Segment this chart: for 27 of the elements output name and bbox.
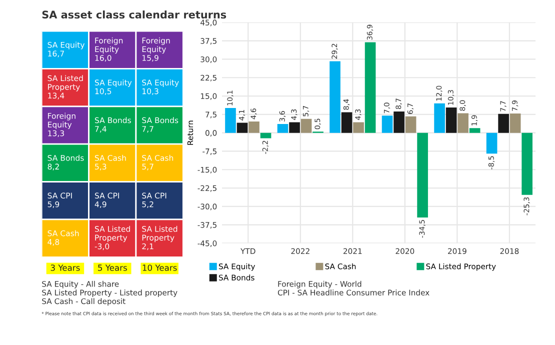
text: 5 Years (98, 264, 127, 271)
bar (434, 103, 445, 133)
bar (248, 122, 260, 133)
bar (486, 132, 498, 154)
bar (364, 42, 376, 133)
bar (382, 116, 393, 133)
bar (341, 112, 352, 133)
bar (522, 132, 532, 195)
bar (353, 122, 364, 133)
bar (405, 116, 416, 133)
bar (225, 108, 236, 133)
bar (458, 113, 468, 133)
bar (498, 114, 509, 133)
text: 10 Years (142, 264, 177, 271)
bar (417, 132, 428, 218)
bar (289, 122, 300, 133)
bar (510, 113, 521, 133)
bar (300, 118, 312, 133)
bar (330, 61, 340, 133)
bar (277, 124, 288, 133)
bar (394, 111, 404, 133)
bar (469, 128, 480, 133)
text: SA asset class calendar returns (42, 10, 226, 19)
text: 3 Years (50, 264, 80, 271)
bar (236, 122, 248, 133)
bar (446, 108, 457, 133)
bar (260, 132, 272, 138)
